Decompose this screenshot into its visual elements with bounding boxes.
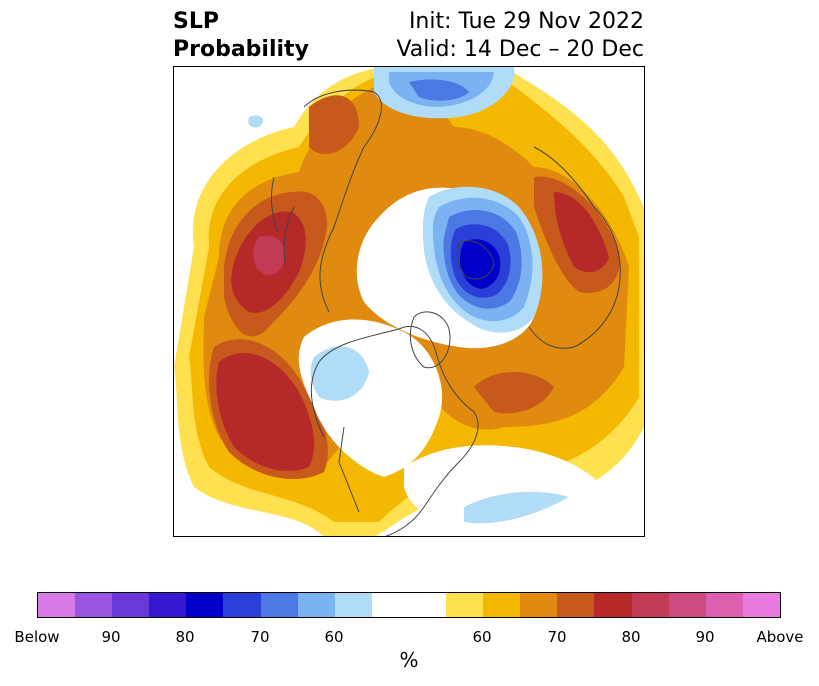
below-normal-shading [248,67,569,524]
colorbar-tick-label: 90 [101,628,121,646]
colorbar-swatch [334,593,372,617]
colorbar-swatch [631,593,669,617]
arctic-islands [457,240,495,280]
colorbar-swatch [371,593,409,617]
colorbar-tick-label: 70 [250,628,270,646]
colorbar-swatch [483,593,521,617]
above-75-region [209,95,620,480]
valid-dates: Valid: 14 Dec – 20 Dec [396,37,644,62]
colorbar-swatch [594,593,632,617]
coastline-japan-korea [270,176,295,268]
title-kind: Probability [173,37,309,62]
colorbar-swatch [446,593,484,617]
colorbar-tick-label: 70 [547,628,567,646]
colorbar-tick-label: 80 [175,628,195,646]
near-normal-atlantic [404,445,604,529]
colorbar-tick-label: 80 [621,628,641,646]
colorbar-swatch [742,593,780,617]
colorbar-swatch [520,593,558,617]
above-85-region [253,235,285,275]
colorbar-swatch [668,593,706,617]
coastline-greenland [409,311,451,369]
colorbar-swatch [408,593,447,617]
colorbar-swatch [705,593,743,617]
coastline-north-america [310,325,479,536]
colorbar-swatch [186,593,224,617]
map-canvas [174,67,644,536]
below-80-region [460,239,501,289]
colorbar-swatch [38,593,76,617]
colorbar-tick-label: 60 [472,628,492,646]
colorbar-tick-label: 60 [324,628,344,646]
colorbar-unit: % [399,648,419,672]
init-date: Init: Tue 29 Nov 2022 [408,9,644,34]
above-80-region [216,192,609,471]
colorbar-tick-label: Above [756,628,804,646]
title-variable: SLP [173,9,219,34]
chart-title: SLP Probability [173,8,309,64]
colorbar [37,592,781,618]
colorbar-swatch [557,593,595,617]
colorbar-swatch [297,593,335,617]
coastline-eurasia [303,89,621,349]
colorbar-swatch [112,593,150,617]
coastlines-and-borders [270,89,621,536]
colorbar-swatch [149,593,187,617]
colorbar-swatch [75,593,113,617]
colorbar-tick-label: 90 [695,628,715,646]
probability-map [173,66,645,537]
colorbar-swatch [223,593,261,617]
colorbar-swatch [260,593,298,617]
forecast-dates: Init: Tue 29 Nov 2022 Valid: 14 Dec – 20… [396,8,644,64]
colorbar-tick-label: Below [14,628,60,646]
